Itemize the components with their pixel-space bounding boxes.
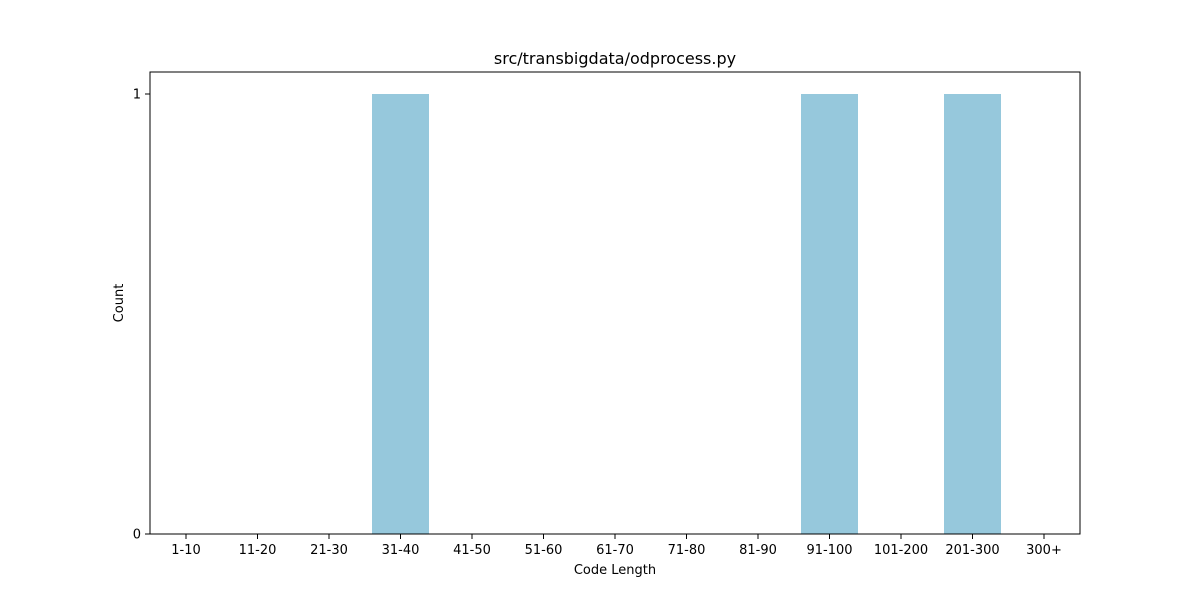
y-tick-label: 1 — [133, 88, 141, 103]
x-tick-label: 71-80 — [668, 543, 706, 558]
x-tick-label: 201-300 — [945, 543, 999, 558]
x-tick-label: 91-100 — [806, 543, 852, 558]
x-tick-label: 41-50 — [453, 543, 491, 558]
x-axis-label: Code Length — [574, 563, 656, 578]
x-axis-ticks: 1-10 11-20 21-30 31-40 41-50 51-60 61-70 71-80 8… — [171, 534, 1062, 558]
x-tick-label: 1-10 — [171, 543, 201, 558]
x-tick-label: 31-40 — [382, 543, 420, 558]
bar-91-100 — [801, 94, 858, 534]
y-tick-label: 0 — [133, 528, 141, 543]
x-tick-label: 101-200 — [874, 543, 928, 558]
bars-group — [372, 94, 1001, 534]
y-axis-label: Count — [112, 284, 127, 323]
plot-frame — [149, 71, 1081, 535]
bar-201-300 — [944, 94, 1001, 534]
chart-title: src/transbigdata/odprocess.py — [494, 49, 736, 68]
x-tick-label: 21-30 — [310, 543, 348, 558]
x-tick-label: 81-90 — [739, 543, 777, 558]
bar-31-40 — [372, 94, 429, 534]
x-tick-label: 61-70 — [596, 543, 634, 558]
x-tick-label: 51-60 — [525, 543, 563, 558]
x-tick-label: 11-20 — [239, 543, 277, 558]
y-axis-ticks: 01 — [133, 88, 150, 543]
x-tick-label: 300+ — [1026, 543, 1062, 558]
